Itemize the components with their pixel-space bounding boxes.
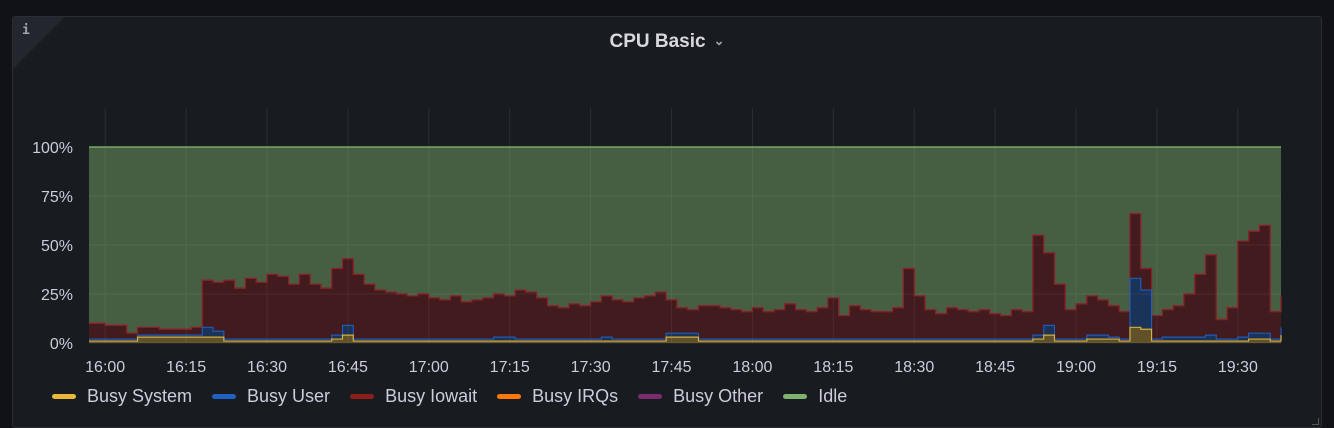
- legend-label: Busy Other: [673, 386, 764, 406]
- panel-title[interactable]: CPU Basic ⌄: [13, 31, 1321, 53]
- panel-info-corner[interactable]: [13, 17, 65, 69]
- x-tick-label: 19:15: [1137, 359, 1177, 376]
- busy-system-line: [89, 326, 1282, 342]
- x-tick-label: 18:30: [894, 359, 934, 376]
- y-tick-label: 50%: [41, 238, 73, 255]
- legend-item-idle[interactable]: Idle: [783, 386, 847, 407]
- legend-label: Busy System: [87, 386, 193, 406]
- idle-area: [89, 147, 1281, 334]
- x-tick-label: 16:15: [166, 359, 206, 376]
- info-icon[interactable]: i: [22, 23, 30, 38]
- resize-handle[interactable]: [1312, 418, 1319, 425]
- x-tick-label: 16:00: [85, 359, 125, 376]
- legend-item-busy-system[interactable]: Busy System: [52, 386, 192, 407]
- chevron-down-icon[interactable]: ⌄: [713, 33, 725, 48]
- busy-user-area: [89, 278, 1281, 342]
- legend-swatch: [638, 394, 663, 399]
- x-tick-label: 19:30: [1218, 359, 1258, 376]
- y-tick-label: 0%: [50, 336, 73, 353]
- busy-user-line: [89, 277, 1282, 340]
- legend: Busy System Busy User Busy Iowait Busy IRQs…: [52, 386, 867, 407]
- legend-swatch: [212, 394, 237, 399]
- busy-iowait-line: [89, 213, 1282, 334]
- legend-item-busy-irqs[interactable]: Busy IRQs: [497, 386, 618, 407]
- legend-label: Busy Iowait: [385, 386, 478, 406]
- x-tick-label: 17:00: [409, 359, 449, 376]
- legend-item-busy-iowait[interactable]: Busy Iowait: [350, 386, 477, 407]
- legend-label: Idle: [818, 386, 848, 406]
- y-tick-label: 100%: [32, 140, 73, 157]
- x-tick-label: 17:30: [571, 359, 611, 376]
- legend-swatch: [350, 394, 375, 399]
- y-tick-label: 25%: [41, 287, 73, 304]
- busy-iowait-area: [89, 213, 1281, 340]
- x-tick-label: 16:45: [328, 359, 368, 376]
- x-tick-label: 18:45: [975, 359, 1015, 376]
- x-tick-label: 19:00: [1056, 359, 1096, 376]
- x-tick-label: 17:15: [490, 359, 530, 376]
- legend-item-busy-user[interactable]: Busy User: [212, 386, 330, 407]
- y-tick-label: 75%: [41, 189, 73, 206]
- legend-swatch: [52, 394, 76, 399]
- x-tick-label: 16:30: [247, 359, 287, 376]
- legend-label: Busy IRQs: [532, 386, 619, 406]
- legend-item-busy-other[interactable]: Busy Other: [638, 386, 763, 407]
- panel-title-text: CPU Basic: [609, 31, 706, 52]
- x-tick-label: 17:45: [651, 359, 691, 376]
- x-tick-label: 18:00: [732, 359, 772, 376]
- x-tick-label: 18:15: [813, 359, 853, 376]
- legend-swatch: [497, 394, 522, 399]
- legend-swatch: [783, 394, 808, 399]
- cpu-basic-panel: i CPU Basic ⌄: [12, 16, 1322, 428]
- legend-label: Busy User: [247, 386, 331, 406]
